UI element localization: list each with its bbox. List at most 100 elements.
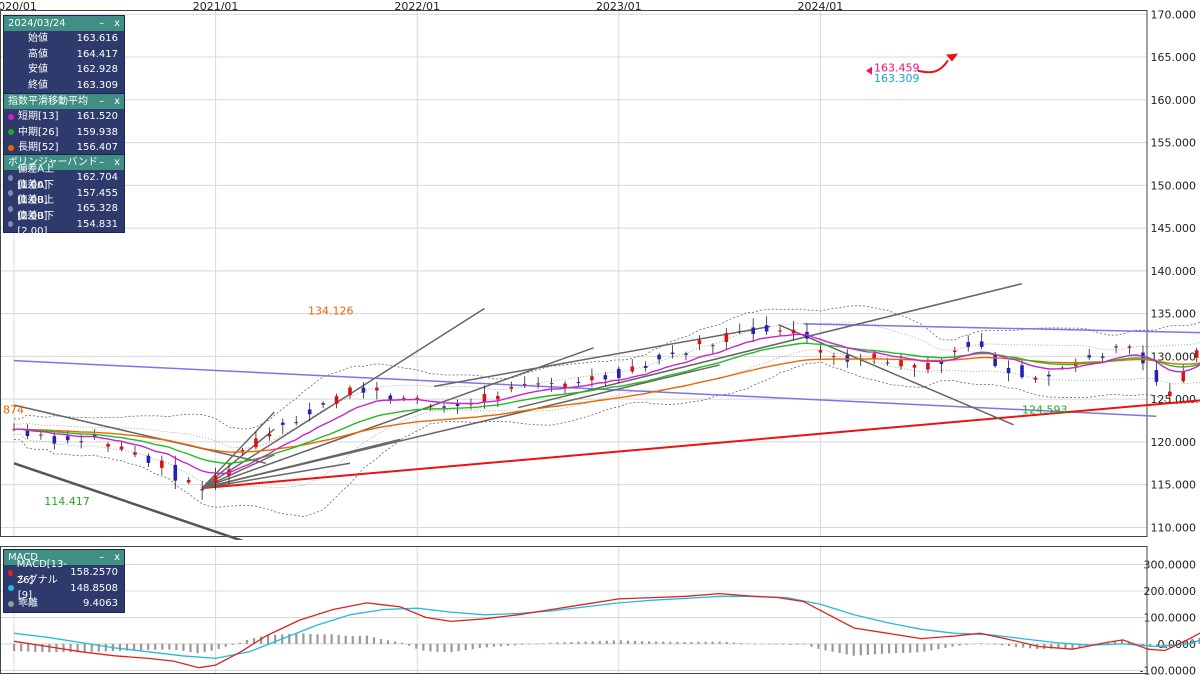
candle-body: [818, 350, 823, 353]
candle-body: [361, 387, 366, 393]
histogram-bar: [288, 633, 291, 644]
candle-body: [106, 443, 110, 447]
ohlc-panel: 2024/03/24 – x 始値 163.616 高値 164.417 安値 162.…: [4, 16, 124, 93]
ema-value: 156.407: [76, 142, 118, 153]
divergence-label: 乖離: [18, 598, 38, 609]
histogram-bar: [295, 633, 298, 644]
histogram-bar: [351, 636, 354, 644]
histogram-bar: [760, 643, 764, 645]
histogram-bar: [930, 643, 933, 651]
candle-body: [926, 362, 930, 370]
minimize-icon[interactable]: –: [99, 552, 105, 563]
histogram-bar: [224, 643, 227, 647]
histogram-bar: [506, 643, 510, 646]
histogram-bar: [902, 643, 905, 653]
histogram-bar: [556, 642, 559, 644]
candle-body: [39, 434, 43, 436]
histogram-bar: [993, 643, 996, 645]
candle-body: [576, 382, 581, 384]
bollinger-panel-header[interactable]: ボリンジャーバンド – x: [4, 155, 124, 170]
histogram-bar: [274, 634, 277, 644]
low-label-2022: 124.593: [1022, 404, 1068, 417]
dot-icon: [8, 205, 14, 212]
histogram-bar: [478, 643, 481, 649]
histogram-bar: [422, 643, 425, 651]
x-tick-label: 2024/01: [798, 0, 844, 13]
candle-body: [1047, 374, 1051, 377]
ohlc-row-low: 安値 162.928: [4, 62, 124, 78]
histogram-bar: [880, 643, 884, 654]
signal-label: シグナル[9]: [17, 574, 58, 602]
histogram-bar: [838, 643, 841, 654]
histogram-bar: [330, 634, 333, 644]
close-icon[interactable]: x: [114, 157, 120, 168]
bb-label: 偏差A下[1.00]: [17, 179, 55, 207]
last-price-marker: [866, 66, 872, 75]
histogram-bar: [591, 641, 594, 644]
histogram-bar: [302, 633, 305, 644]
minimize-icon[interactable]: –: [99, 157, 105, 168]
histogram-bar: [746, 643, 750, 645]
candle-body: [388, 395, 393, 400]
close-icon[interactable]: x: [114, 552, 120, 563]
candle-body: [173, 464, 178, 481]
bollinger-panel: ボリンジャーバンド – x 偏差A上[1.00] 162.704 偏差A下[1.00…: [4, 155, 124, 237]
ohlc-value: 163.309: [76, 79, 118, 91]
macd-y-tick-label: 300.0000: [1144, 559, 1197, 572]
ohlc-label: 始値: [28, 33, 48, 44]
fan-line: [201, 411, 275, 489]
histogram-bar: [13, 643, 16, 652]
histogram-bar: [69, 643, 72, 653]
histogram-bar: [372, 637, 376, 644]
candle-body: [549, 383, 554, 385]
ohlc-panel-header[interactable]: 2024/03/24 – x: [4, 16, 124, 31]
low-label-2020: 114.417: [44, 495, 90, 508]
y-tick-label: 165.000: [1151, 51, 1197, 64]
histogram-bar: [782, 643, 785, 645]
candle-body: [1127, 346, 1132, 348]
candle-body: [496, 395, 500, 400]
histogram-bar: [323, 634, 326, 644]
histogram-bar: [316, 634, 319, 644]
histogram-bar: [1029, 643, 1032, 649]
histogram-bar: [132, 643, 136, 651]
bb-label: 偏差A上[1.00]: [17, 164, 55, 191]
dot-icon: [8, 113, 14, 120]
candle-body: [885, 362, 890, 364]
histogram-bar: [344, 635, 347, 644]
minimize-icon[interactable]: –: [99, 18, 105, 29]
gray-trendline: [13, 462, 244, 540]
grid: [0, 10, 1147, 536]
histogram-bar: [598, 641, 601, 644]
histogram-bar: [415, 643, 418, 649]
histogram-bar: [76, 643, 79, 653]
candle-body: [966, 341, 971, 347]
candle-body: [25, 429, 30, 436]
candle-body: [281, 422, 285, 425]
histogram-bar: [125, 643, 129, 651]
close-icon[interactable]: x: [114, 18, 120, 29]
histogram-bar: [337, 634, 340, 644]
y-tick-label: 150.000: [1151, 179, 1197, 192]
histogram-bar: [34, 643, 37, 652]
histogram-bar: [1092, 643, 1095, 645]
ohlc-row-high: 高値 164.417: [4, 47, 124, 63]
ema-panel-header[interactable]: 指数平滑移動平均 – x: [4, 94, 124, 109]
candle-body: [1114, 346, 1118, 348]
candle-body: [899, 360, 903, 367]
candle-body: [643, 365, 648, 368]
histogram-bar: [379, 639, 383, 644]
histogram-bar: [965, 643, 968, 645]
minimize-icon[interactable]: –: [99, 96, 105, 107]
candle-body: [200, 489, 204, 491]
close-icon[interactable]: x: [114, 96, 120, 107]
histogram-bar: [48, 643, 51, 653]
ohlc-label: 高値: [28, 48, 48, 60]
y-tick-label: 155.000: [1151, 137, 1197, 150]
histogram-bar: [1022, 643, 1025, 648]
histogram-bar: [1050, 643, 1053, 649]
histogram-bar: [633, 640, 637, 644]
y-tick-label: 160.000: [1151, 94, 1197, 107]
macd-panel-header[interactable]: MACD – x: [4, 550, 124, 565]
